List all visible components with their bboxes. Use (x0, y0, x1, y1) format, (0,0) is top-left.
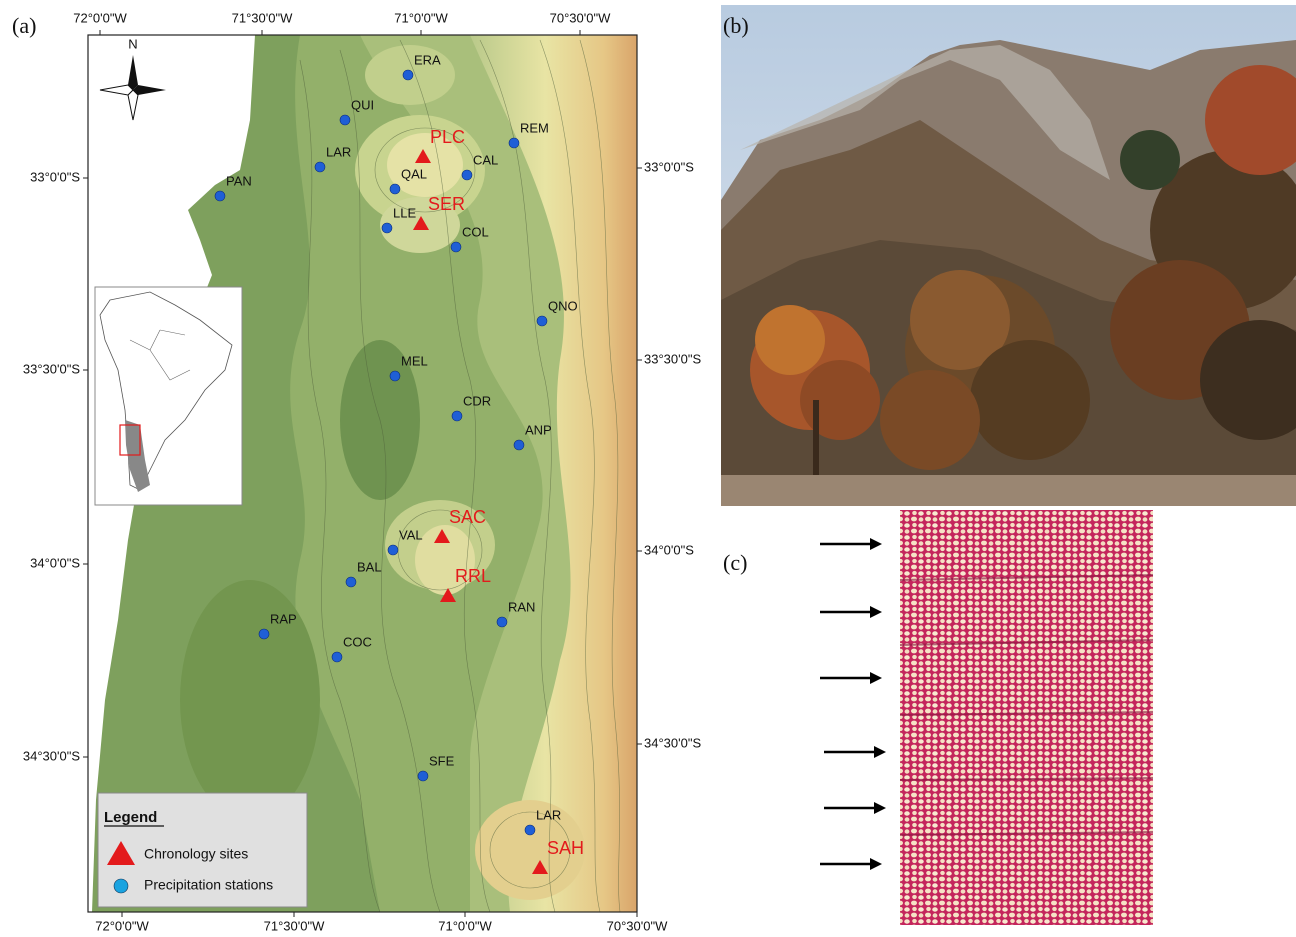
chronology-site (532, 860, 548, 874)
precipitation-station (508, 137, 520, 149)
precipitation-station (524, 824, 536, 836)
legend-title: Legend (104, 809, 157, 826)
station-label: COL (462, 224, 489, 239)
station-label: LAR (326, 144, 351, 159)
precipitation-station (331, 651, 343, 663)
y-tick-label: 34°30'0"S (644, 735, 701, 750)
legend (97, 792, 308, 908)
precipitation-station (536, 315, 548, 327)
station-label: PAN (226, 173, 252, 188)
precipitation-station (389, 183, 401, 195)
y-tick-label: 34°0'0"S (644, 542, 694, 557)
station-label: COC (343, 634, 372, 649)
station-label: LAR (536, 807, 561, 822)
y-tick-label: 33°0'0"S (644, 159, 694, 174)
ring-arrows (820, 538, 886, 870)
station-label: CAL (473, 152, 498, 167)
precipitation-station (339, 114, 351, 126)
chronology-site (415, 149, 431, 163)
chronology-site (434, 529, 450, 543)
inset-map (94, 286, 243, 506)
y-tick-label: 34°0'0"S (30, 555, 80, 570)
station-label: QNO (548, 298, 578, 313)
precipitation-station (258, 628, 270, 640)
station-label: QUI (351, 97, 374, 112)
precipitation-station (314, 161, 326, 173)
chronology-site (440, 588, 456, 602)
x-tick-label: 70°30'0"W (607, 918, 668, 933)
precipitation-station (461, 169, 473, 181)
site-label: PLC (430, 127, 465, 147)
station-label: SFE (429, 753, 455, 768)
site-label: RRL (455, 566, 491, 586)
site-label: SAH (547, 838, 584, 858)
y-tick-label: 33°30'0"S (23, 361, 80, 376)
x-tick-label: 72°0'0"W (73, 10, 127, 25)
x-tick-label: 71°0'0"W (394, 10, 448, 25)
station-label: BAL (357, 559, 382, 574)
precipitation-station (381, 222, 393, 234)
station-label: MEL (401, 353, 428, 368)
site-label: SAC (449, 507, 486, 527)
station-label: REM (520, 120, 549, 135)
precipitation-station (496, 616, 508, 628)
precipitation-station (389, 370, 401, 382)
map-frame (87, 34, 638, 913)
terrain (88, 35, 637, 912)
station-label: RAP (270, 611, 297, 626)
panel-label: (b) (723, 13, 749, 38)
y-tick-label: 33°30'0"S (644, 351, 701, 366)
y-tick-label: 34°30'0"S (23, 748, 80, 763)
x-tick-label: 72°0'0"W (95, 918, 149, 933)
north-label: N (128, 36, 137, 51)
wood-section (899, 510, 1154, 925)
photo (721, 5, 1296, 506)
precipitation-station (417, 770, 429, 782)
precipitation-station (450, 241, 462, 253)
legend-entry: Chronology sites (144, 846, 248, 862)
station-label: ANP (525, 422, 552, 437)
station-label: QAL (401, 166, 427, 181)
x-tick-label: 71°30'0"W (232, 10, 293, 25)
legend-entry: Precipitation stations (144, 877, 273, 893)
station-label: RAN (508, 599, 535, 614)
x-tick-label: 70°30'0"W (550, 10, 611, 25)
y-tick-label: 33°0'0"S (30, 169, 80, 184)
panel-label: (c) (723, 550, 747, 575)
x-tick-label: 71°30'0"W (264, 918, 325, 933)
station-label: VAL (399, 527, 423, 542)
site-label: SER (428, 194, 465, 214)
chronology-site (413, 216, 429, 230)
precipitation-station (402, 69, 414, 81)
station-label: LLE (393, 205, 416, 220)
precipitation-station (387, 544, 399, 556)
precipitation-station (345, 576, 357, 588)
precipitation-station (513, 439, 525, 451)
precipitation-station (214, 190, 226, 202)
precipitation-station (451, 410, 463, 422)
station-label: ERA (414, 52, 441, 67)
north-arrow (99, 55, 166, 121)
x-tick-label: 71°0'0"W (438, 918, 492, 933)
panel-label: (a) (12, 13, 36, 38)
station-label: CDR (463, 393, 491, 408)
